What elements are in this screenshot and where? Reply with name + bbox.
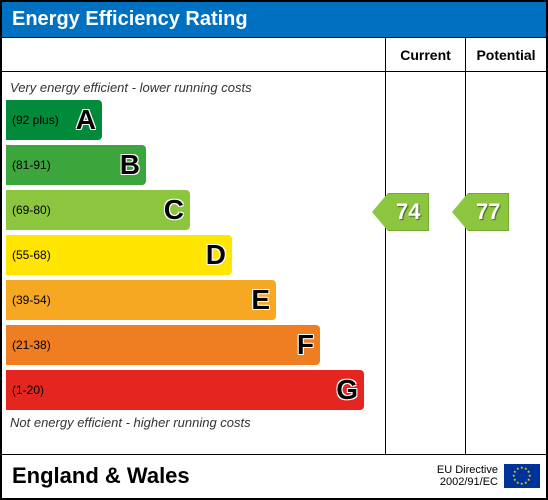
current-arrow: 74	[372, 193, 429, 231]
band-letter: E	[251, 284, 270, 316]
band-range: (55-68)	[6, 248, 51, 262]
column-headers: Current Potential	[2, 37, 546, 71]
band-range: (81-91)	[6, 158, 51, 172]
band-bar: (92 plus) A	[6, 100, 102, 140]
bands-area: Very energy efficient - lower running co…	[2, 72, 386, 454]
footer-right: EU Directive 2002/91/EC ★★★★★★★★★★★★	[437, 464, 546, 488]
star-icon: ★	[528, 473, 532, 478]
footer-region: England & Wales	[2, 463, 437, 489]
potential-value: 77	[468, 193, 509, 231]
band-letter: D	[206, 239, 226, 271]
subtitle-bottom: Not energy efficient - higher running co…	[2, 413, 385, 432]
star-icon: ★	[527, 469, 531, 474]
band-letter: B	[120, 149, 140, 181]
potential-column: 77	[466, 72, 546, 454]
band-bar: (39-54) E	[6, 280, 276, 320]
arrow-head-icon	[372, 193, 388, 231]
band-bar: (21-38) F	[6, 325, 320, 365]
band-letter: A	[76, 104, 96, 136]
band-d: (55-68) D	[6, 233, 385, 277]
current-value: 74	[388, 193, 429, 231]
band-g: (1-20) G	[6, 368, 385, 412]
eu-flag-icon: ★★★★★★★★★★★★	[504, 464, 540, 488]
band-c: (69-80) C	[6, 188, 385, 232]
band-range: (92 plus)	[6, 113, 59, 127]
star-icon: ★	[513, 469, 517, 474]
chart-title: Energy Efficiency Rating	[12, 8, 248, 30]
band-bar: (81-91) B	[6, 145, 146, 185]
band-letter: G	[336, 374, 358, 406]
directive-text: EU Directive 2002/91/EC	[437, 464, 498, 488]
current-header: Current	[386, 38, 466, 71]
current-column: 74	[386, 72, 466, 454]
subtitle-top: Very energy efficient - lower running co…	[2, 78, 385, 97]
star-icon: ★	[516, 480, 520, 485]
footer: England & Wales EU Directive 2002/91/EC …	[2, 455, 546, 497]
band-f: (21-38) F	[6, 323, 385, 367]
directive-line2: 2002/91/EC	[437, 476, 498, 488]
epc-chart: Energy Efficiency Rating Current Potenti…	[0, 0, 548, 500]
band-b: (81-91) B	[6, 143, 385, 187]
band-letter: F	[297, 329, 314, 361]
band-a: (92 plus) A	[6, 98, 385, 142]
band-letter: C	[164, 194, 184, 226]
band-bar: (1-20) G	[6, 370, 364, 410]
star-icon: ★	[524, 466, 528, 471]
chart-body: Very energy efficient - lower running co…	[2, 71, 546, 455]
arrow-head-icon	[452, 193, 468, 231]
title-bar: Energy Efficiency Rating	[2, 2, 546, 37]
star-icon: ★	[527, 477, 531, 482]
directive-line1: EU Directive	[437, 464, 498, 476]
band-range: (39-54)	[6, 293, 51, 307]
band-bar: (69-80) C	[6, 190, 190, 230]
star-icon: ★	[516, 466, 520, 471]
band-range: (1-20)	[6, 383, 44, 397]
chart-header-spacer	[2, 38, 386, 71]
star-icon: ★	[524, 480, 528, 485]
band-bar: (55-68) D	[6, 235, 232, 275]
band-range: (69-80)	[6, 203, 51, 217]
potential-header: Potential	[466, 38, 546, 71]
star-icon: ★	[520, 481, 524, 486]
band-range: (21-38)	[6, 338, 51, 352]
band-e: (39-54) E	[6, 278, 385, 322]
potential-arrow: 77	[452, 193, 509, 231]
star-icon: ★	[513, 477, 517, 482]
